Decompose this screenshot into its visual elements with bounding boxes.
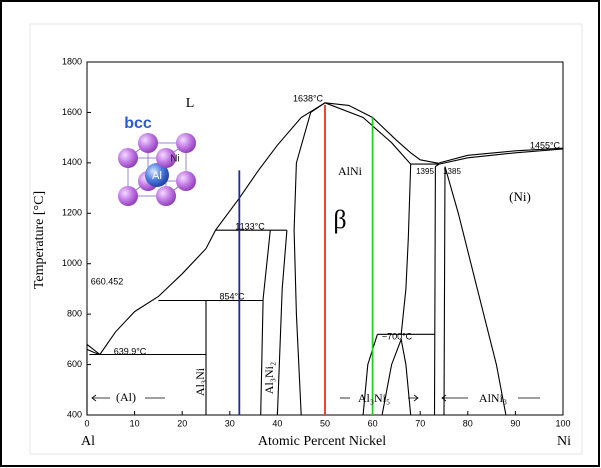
phase-boundary [276,230,288,416]
phase-boundary [86,102,440,356]
x-tick-label: 0 [84,418,89,428]
annotation: 1133°C [235,221,265,231]
x-tick-label: 10 [130,418,140,428]
phase-boundary [443,166,446,416]
phase-boundary [260,230,271,416]
phase-boundary [400,164,412,335]
y-tick-label: 1400 [62,157,82,167]
phase-boundary [362,334,378,416]
phase-boundary [86,343,101,415]
bcc-inset: bcc Ni Al [118,115,196,206]
phase-boundary [439,147,564,164]
left-element-label: Al [81,434,95,449]
phase-boundary [293,102,326,416]
right-element-label: Ni [557,434,571,449]
x-tick-label: 40 [272,418,282,428]
x-tick-label: 90 [510,418,520,428]
center-atom-label: Al [152,170,162,182]
y-tick-label: 1000 [62,258,82,268]
annotation: 1395 [416,167,434,176]
phase-boundary [381,337,412,416]
x-tick-label: 100 [555,418,570,428]
annotation: β [333,205,346,234]
annotation: Al₃Ni₅ [358,391,390,405]
x-tick-label: 20 [177,418,187,428]
x-tick-label: 50 [320,418,330,428]
y-tick-label: 1600 [62,107,82,117]
annotation: 660.452 [91,276,124,286]
arrows [91,394,540,402]
phase-boundary [324,102,412,165]
y-tick-label: 1200 [62,208,82,218]
annotation: AlNi [338,164,363,178]
inset-title: bcc [124,115,152,132]
x-tick-label: 80 [463,418,473,428]
annotation: 1638°C [293,93,324,103]
x-tick-label: 30 [225,418,235,428]
annotation: AlNi₃ [479,391,507,405]
annotation: Al₃Ni₂ [262,362,276,394]
annotation: 1455°C [530,140,561,150]
y-axis-label: Temperature [°C] [32,191,47,289]
x-tick-label: 70 [415,418,425,428]
annotation: (Ni) [509,189,531,204]
y-tick-label: 1800 [62,56,82,66]
phase-boundary [444,166,507,416]
annotation: 1385 [443,167,461,176]
x-axis-label: Atomic Percent Nickel [258,434,386,449]
annotation: L [186,96,195,111]
y-tick-label: 400 [67,409,82,419]
y-tick-label: 800 [67,309,82,319]
y-tick-label: 600 [67,359,82,369]
inner-frame [29,23,583,455]
phase-boundary [433,163,440,416]
annotation: Al₃Ni [193,367,207,396]
x-tick-label: 60 [368,418,378,428]
corner-atom-label: Ni [170,154,179,165]
annotation: ~700°C [382,331,413,341]
annotation: 854°C [219,291,245,301]
phase-boundary [439,148,564,165]
annotation: 639.9°C [114,346,147,356]
annotation: (Al) [116,390,136,404]
